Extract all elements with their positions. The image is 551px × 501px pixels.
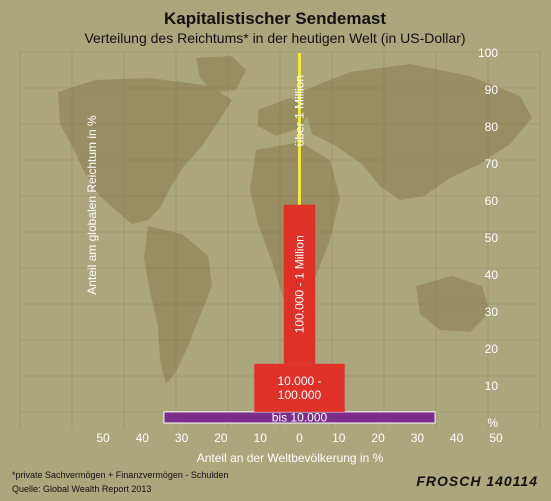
y-tick-label: 100 xyxy=(478,46,498,60)
x-tick-label: 40 xyxy=(136,431,150,445)
bar-2 xyxy=(254,363,345,412)
y-tick-label: 70 xyxy=(485,157,499,171)
x-tick-label: 30 xyxy=(175,431,189,445)
y-axis-label: Anteil am globalen Reichtum in % xyxy=(85,115,99,295)
bars-layer: bis 10.000 10.000 -100.000 100.000 - 1 Mil… xyxy=(163,53,436,424)
y-tick-label: 60 xyxy=(485,194,499,208)
y-tick-label: 30 xyxy=(485,305,499,319)
chart-subtitle: Verteilung des Reichtums* in der heutige… xyxy=(84,30,465,46)
bar-3 xyxy=(283,204,316,364)
ticks-layer: 50 40 30 20 10 0 10 20 30 40 50%102030405060708090… xyxy=(96,46,503,445)
footnote: *private Sachvermögen + Finanzvermögen -… xyxy=(12,470,228,480)
y-tick-label: 80 xyxy=(485,120,499,134)
y-tick-label: 20 xyxy=(485,342,499,356)
y-tick-label: % xyxy=(487,416,498,430)
bar-label-4: über 1 Million xyxy=(293,75,307,146)
bar-label-2: 10.000 -100.000 xyxy=(277,374,321,402)
x-tick-label: 50 xyxy=(96,431,110,445)
bar-4 xyxy=(298,53,301,205)
x-tick-label: 10 xyxy=(332,431,346,445)
author-signature: FROSCH 140114 xyxy=(416,473,538,489)
y-tick-label: 40 xyxy=(485,268,499,282)
x-axis-label: Anteil an der Weltbevölkerung in % xyxy=(197,451,384,465)
x-tick-label: 0 xyxy=(296,431,303,445)
bar-label-3: 100.000 - 1 Million xyxy=(293,235,307,333)
y-tick-label: 50 xyxy=(485,231,499,245)
x-tick-label: 30 xyxy=(411,431,425,445)
bar-label-1: bis 10.000 xyxy=(272,410,328,424)
y-tick-label: 90 xyxy=(485,83,499,97)
x-tick-label: 50 xyxy=(489,431,503,445)
x-tick-label: 10 xyxy=(254,431,268,445)
chart-title: Kapitalistischer Sendemast xyxy=(164,9,386,28)
x-tick-label: 20 xyxy=(214,431,228,445)
x-tick-label: 20 xyxy=(371,431,385,445)
y-tick-label: 10 xyxy=(485,379,499,393)
source-note: Quelle: Global Wealth Report 2013 xyxy=(12,484,151,494)
x-tick-label: 40 xyxy=(450,431,464,445)
